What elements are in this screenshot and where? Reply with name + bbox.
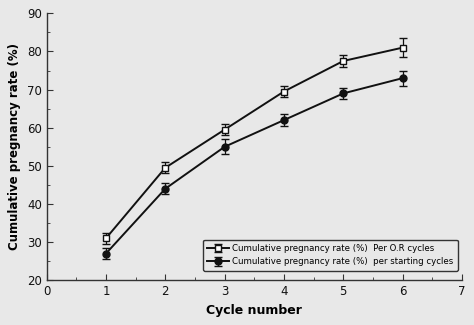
X-axis label: Cycle number: Cycle number <box>206 304 302 317</box>
Y-axis label: Cumulative pregnancy rate (%): Cumulative pregnancy rate (%) <box>9 43 21 250</box>
Legend: Cumulative pregnancy rate (%)  Per O.R cycles, Cumulative pregnancy rate (%)  pe: Cumulative pregnancy rate (%) Per O.R cy… <box>203 240 457 271</box>
